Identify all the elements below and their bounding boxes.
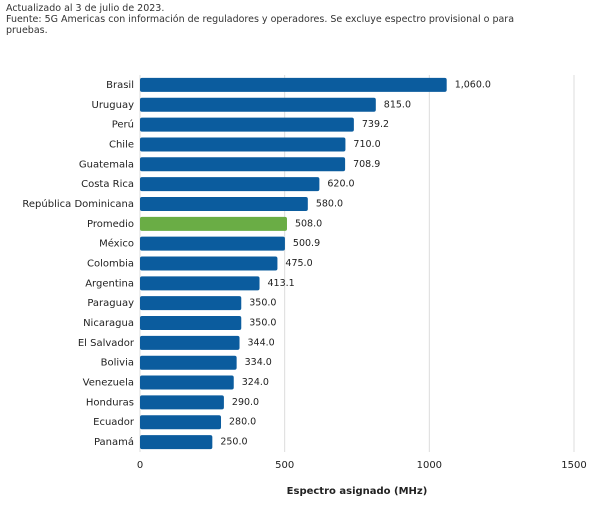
- value-label: 508.0: [295, 218, 322, 229]
- x-tick-label: 0: [137, 460, 143, 471]
- value-label: 475.0: [285, 258, 312, 269]
- bar: [140, 117, 354, 132]
- value-label: 580.0: [316, 198, 343, 209]
- bar: [140, 216, 287, 231]
- y-tick-label: Colombia: [87, 259, 134, 270]
- bar: [140, 256, 278, 271]
- bar: [140, 316, 242, 331]
- y-tick-label: Ecuador: [93, 417, 135, 428]
- value-label: 710.0: [353, 139, 380, 150]
- x-tick-label: 500: [275, 460, 294, 471]
- value-label: 620.0: [327, 179, 354, 190]
- bar: [140, 97, 376, 112]
- bar: [140, 375, 234, 390]
- value-label: 290.0: [232, 397, 259, 408]
- value-label: 413.1: [268, 278, 295, 289]
- y-tick-label: Guatemala: [79, 159, 134, 170]
- bar: [140, 296, 242, 311]
- bar: [140, 177, 320, 192]
- value-label: 350.0: [249, 298, 276, 309]
- value-label: 708.9: [353, 159, 380, 170]
- y-tick-label: Promedio: [87, 219, 134, 230]
- value-label: 280.0: [229, 417, 256, 428]
- y-tick-label: Perú: [112, 119, 134, 131]
- bar: [140, 157, 346, 172]
- y-tick-label: Bolivia: [101, 358, 134, 369]
- bar: [140, 335, 240, 350]
- y-tick-label: República Dominicana: [22, 198, 134, 210]
- bar: [140, 196, 308, 211]
- x-axis-title: Espectro asignado (MHz): [287, 486, 428, 497]
- y-tick-label: Honduras: [86, 397, 134, 408]
- bar: [140, 137, 346, 152]
- bar: [140, 236, 285, 251]
- bar: [140, 435, 213, 450]
- bar: [140, 355, 237, 370]
- bar: [140, 276, 260, 291]
- bar: [140, 415, 222, 430]
- y-tick-label: Uruguay: [92, 100, 135, 111]
- note: Actualizado al 3 de julio de 2023.: [6, 3, 165, 14]
- y-tick-label: Chile: [109, 139, 134, 150]
- y-tick-label: Argentina: [85, 278, 134, 289]
- value-label: 815.0: [384, 99, 411, 110]
- y-tick-label: Venezuela: [83, 378, 134, 389]
- value-label: 250.0: [220, 437, 247, 448]
- value-label: 1,060.0: [455, 79, 491, 90]
- value-label: 739.2: [362, 119, 389, 130]
- y-tick-label: Nicaragua: [83, 318, 134, 329]
- notes: Actualizado al 3 de julio de 2023. Fuent…: [6, 3, 526, 36]
- y-tick-label: Costa Rica: [81, 179, 134, 190]
- y-tick-label: México: [99, 238, 134, 250]
- value-label: 324.0: [242, 377, 269, 388]
- y-tick-label: Paraguay: [87, 298, 134, 309]
- value-label: 344.0: [248, 337, 275, 348]
- value-label: 350.0: [249, 318, 276, 329]
- note: Fuente: 5G Americas con información de r…: [6, 14, 515, 36]
- x-tick-label: 1000: [417, 460, 442, 471]
- y-tick-label: Panamá: [94, 436, 134, 448]
- bar: [140, 77, 447, 92]
- bar: [140, 395, 224, 410]
- value-label: 500.9: [293, 238, 320, 249]
- y-tick-label: El Salvador: [78, 338, 135, 349]
- y-tick-label: Brasil: [106, 80, 134, 91]
- value-label: 334.0: [245, 357, 272, 368]
- x-tick-label: 1500: [561, 460, 586, 471]
